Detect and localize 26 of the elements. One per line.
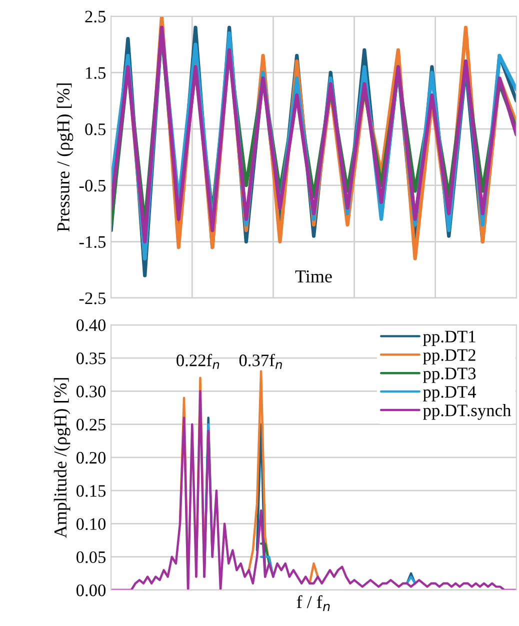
legend-label: pp.DT4 xyxy=(423,386,476,402)
legend-label: pp.DT3 xyxy=(423,368,476,383)
legend-label: pp.DT.synch xyxy=(423,404,511,420)
y-tick-label: -0.5 xyxy=(79,180,106,192)
legend-label: pp.DT2 xyxy=(423,349,476,364)
y-tick-label: 0.35 xyxy=(76,352,106,364)
x-axis-title: f / f$_{n}$ xyxy=(296,595,330,611)
y-tick-label: 2.5 xyxy=(85,10,106,23)
x-axis-title: Time xyxy=(295,270,332,283)
y-tick-label: 0.20 xyxy=(76,452,106,464)
annotation: 0.37f$_{n}$ xyxy=(239,354,282,369)
y-tick-label: -2.5 xyxy=(79,292,106,304)
legend-label: pp.DT1 xyxy=(423,330,476,346)
y-tick-label: 0.00 xyxy=(76,584,106,596)
y-tick-label: 0.10 xyxy=(76,518,106,530)
y-axis-title: Amplitude /(ρgH) [%] xyxy=(54,378,70,538)
y-tick-label: -1.5 xyxy=(79,236,106,248)
y-tick-label: 0.05 xyxy=(76,551,106,564)
annotation: 0.22f$_{n}$ xyxy=(176,354,220,369)
y-tick-label: 0.30 xyxy=(76,386,106,398)
y-axis-title: Pressure / (ρgH) [%] xyxy=(56,84,74,232)
y-tick-label: 0.40 xyxy=(76,319,106,332)
y-tick-label: 1.5 xyxy=(86,67,106,79)
y-tick-label: 0.5 xyxy=(85,123,106,136)
y-tick-label: 0.25 xyxy=(76,418,106,431)
y-tick-label: 0.15 xyxy=(76,485,106,497)
